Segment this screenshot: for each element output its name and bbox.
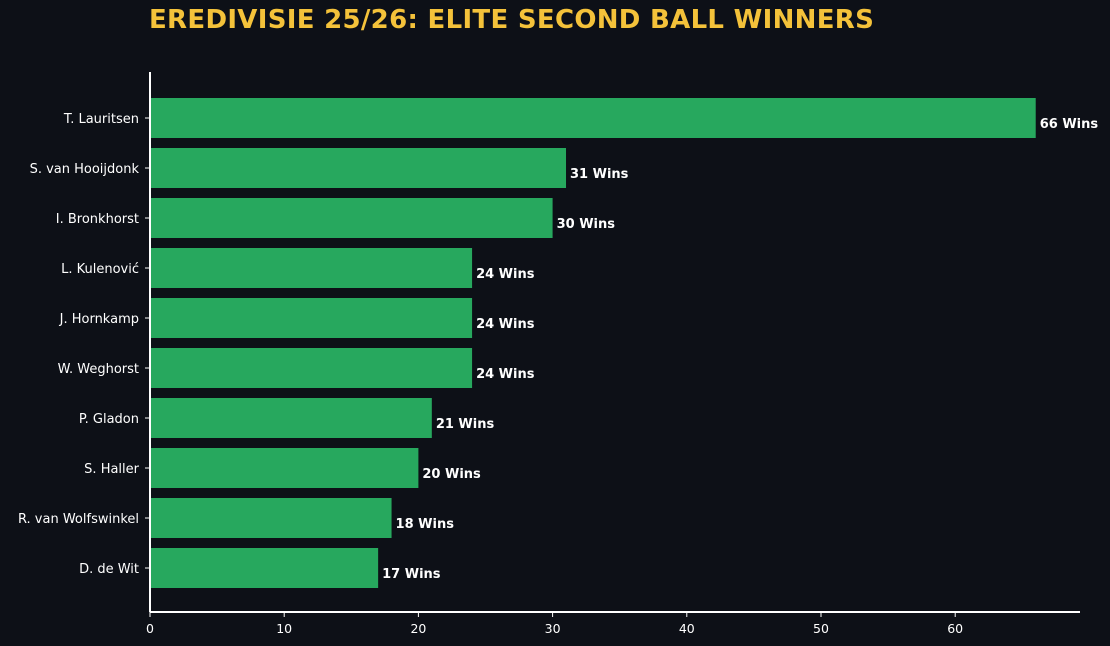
bars-layer bbox=[150, 98, 1036, 588]
x-tick-label: 40 bbox=[679, 621, 695, 636]
category-label: R. van Wolfswinkel bbox=[18, 512, 139, 527]
chart-title: EREDIVISIE 25/26: ELITE SECOND BALL WINN… bbox=[149, 5, 875, 35]
bar bbox=[150, 348, 473, 388]
value-labels-layer: 66 Wins 31 Wins 30 Wins 24 Wins 24 Wins 24 Wi… bbox=[382, 117, 1098, 582]
category-label: D. de Wit bbox=[79, 562, 139, 577]
x-tick-label: 0 bbox=[146, 621, 154, 636]
x-tick-label: 20 bbox=[410, 621, 426, 636]
category-label: L. Kulenović bbox=[61, 262, 139, 277]
category-label: P. Gladon bbox=[79, 412, 139, 427]
bar-value-label: 20 Wins bbox=[422, 467, 481, 482]
category-label: J. Hornkamp bbox=[59, 312, 139, 327]
bar bbox=[150, 398, 432, 438]
bar bbox=[150, 248, 473, 288]
category-label: I. Bronkhorst bbox=[56, 212, 139, 227]
x-tick-label: 50 bbox=[813, 621, 829, 636]
bar bbox=[150, 198, 553, 238]
bar bbox=[150, 98, 1036, 138]
x-tick-label: 30 bbox=[545, 621, 561, 636]
bar-value-label: 30 Wins bbox=[557, 217, 616, 232]
bar-value-label: 24 Wins bbox=[476, 317, 535, 332]
bar bbox=[150, 548, 379, 588]
x-tick-label: 60 bbox=[947, 621, 963, 636]
bar-value-label: 24 Wins bbox=[476, 267, 535, 282]
bar-value-label: 66 Wins bbox=[1040, 117, 1099, 132]
bar-value-label: 21 Wins bbox=[436, 417, 495, 432]
category-labels-layer: T. Lauritsen S. van Hooijdonk I. Bronkhors… bbox=[18, 112, 150, 577]
category-label: W. Weghorst bbox=[58, 362, 139, 377]
bar-value-label: 31 Wins bbox=[570, 167, 629, 182]
bar-value-label: 17 Wins bbox=[382, 567, 441, 582]
category-label: T. Lauritsen bbox=[63, 112, 139, 127]
bar-value-label: 24 Wins bbox=[476, 367, 535, 382]
bar bbox=[150, 448, 419, 488]
bar bbox=[150, 298, 473, 338]
category-label: S. Haller bbox=[84, 462, 139, 477]
bar bbox=[150, 498, 392, 538]
x-axis-ticks: 0 10 20 30 40 50 60 bbox=[146, 612, 963, 636]
category-label: S. van Hooijdonk bbox=[30, 162, 140, 177]
bar-value-label: 18 Wins bbox=[396, 517, 455, 532]
bar bbox=[150, 148, 567, 188]
x-tick-label: 10 bbox=[276, 621, 292, 636]
